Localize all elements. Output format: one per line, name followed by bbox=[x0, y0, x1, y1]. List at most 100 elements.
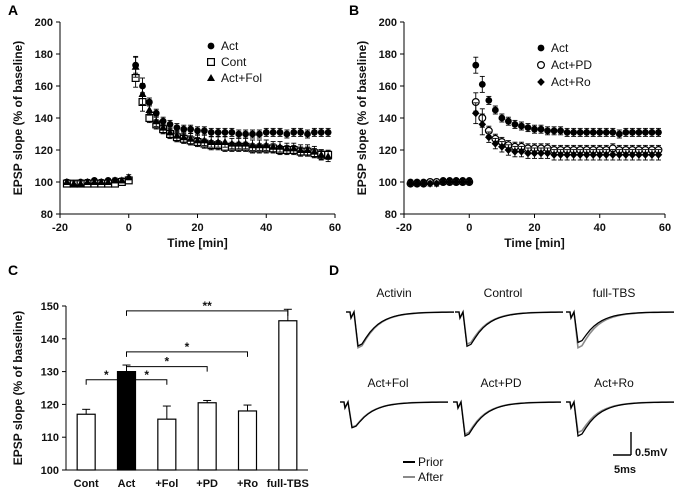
trace-label: Act+Ro bbox=[594, 376, 634, 390]
data-point-act-fol bbox=[221, 138, 229, 145]
scale-bar-amplitude: 0.5mV bbox=[635, 447, 668, 459]
data-point-act-ro bbox=[609, 150, 617, 159]
legend-marker bbox=[537, 78, 545, 86]
data-point-act-ro bbox=[569, 150, 578, 159]
category-label: +Ro bbox=[237, 478, 258, 490]
x-tick-label: 40 bbox=[594, 222, 606, 234]
data-point-act bbox=[310, 129, 318, 136]
trace-prior-line bbox=[566, 309, 674, 344]
data-point-act-ro bbox=[485, 133, 493, 142]
data-point-act-fol bbox=[296, 146, 305, 153]
y-tick-label: 160 bbox=[379, 81, 397, 93]
significance-bracket bbox=[126, 366, 208, 372]
category-label: +PD bbox=[196, 478, 218, 490]
y-tick-label: 100 bbox=[379, 177, 397, 189]
data-point-act-fol bbox=[90, 178, 99, 185]
data-point-act bbox=[221, 129, 229, 136]
x-tick-label: 60 bbox=[659, 222, 671, 234]
panel-b-chart: 80 100 120 140 160 180 200 -20 0 20 40 60 Time [min]… bbox=[355, 17, 671, 250]
trace-label: Activin bbox=[376, 286, 411, 300]
data-point-act bbox=[478, 81, 486, 88]
data-point-act-ro bbox=[471, 109, 480, 118]
data-point-act-ro bbox=[635, 150, 643, 159]
legend-marker bbox=[536, 60, 545, 69]
data-point-act-ro bbox=[432, 179, 441, 188]
data-point-act-fol bbox=[289, 144, 298, 152]
y-tick-label: 180 bbox=[35, 49, 53, 61]
data-point-act-fol bbox=[166, 128, 174, 136]
bar-ro bbox=[237, 410, 258, 471]
data-point-act-ro bbox=[419, 179, 428, 188]
data-point-act-ro bbox=[543, 149, 552, 158]
data-point-act bbox=[152, 109, 160, 117]
significance-bracket bbox=[126, 351, 248, 357]
data-point-act-ro bbox=[563, 150, 571, 159]
data-point-act bbox=[324, 129, 332, 136]
data-point-act bbox=[297, 129, 305, 136]
data-point-act-ro bbox=[452, 178, 460, 186]
data-point-act bbox=[283, 130, 291, 138]
data-point-act-fol bbox=[172, 131, 181, 139]
significance-label: * bbox=[144, 368, 149, 382]
x-tick-label: -20 bbox=[52, 222, 68, 234]
data-point-act bbox=[518, 122, 525, 130]
legend-label: Act bbox=[221, 39, 239, 53]
legend-marker bbox=[207, 42, 215, 50]
data-point-act-fol bbox=[276, 142, 284, 150]
bar-act bbox=[116, 371, 137, 471]
y-tick-label: 200 bbox=[35, 17, 53, 29]
category-label: +Fol bbox=[155, 478, 178, 490]
data-point-act bbox=[159, 117, 167, 125]
data-point-act bbox=[235, 130, 243, 138]
legend-label: Act+Ro bbox=[551, 75, 591, 89]
data-point-act-ro bbox=[648, 150, 656, 159]
data-point-act bbox=[145, 98, 153, 106]
y-tick-label: 80 bbox=[41, 209, 53, 221]
data-point-act bbox=[187, 125, 195, 133]
data-point-act bbox=[583, 129, 591, 136]
y-axis-title: EPSP slope (% of baseline) bbox=[11, 311, 25, 466]
data-point-act-fol bbox=[179, 133, 188, 141]
data-point-act bbox=[269, 129, 277, 136]
data-point-act-fol bbox=[269, 142, 278, 150]
category-label: Act bbox=[118, 478, 136, 490]
data-point-act bbox=[166, 121, 174, 128]
x-axis-title: Time [min] bbox=[504, 236, 564, 250]
data-point-act-ro bbox=[406, 179, 415, 188]
legend-marker bbox=[207, 74, 215, 81]
trace-after-line bbox=[346, 309, 454, 350]
trace-label: Act+Fol bbox=[367, 376, 408, 390]
y-tick-label: 140 bbox=[379, 113, 397, 125]
legend-label-after: After bbox=[418, 470, 443, 484]
data-point-act-fol bbox=[227, 139, 236, 147]
bar-cont bbox=[76, 413, 96, 471]
significance-label: * bbox=[185, 340, 190, 354]
data-point-act bbox=[194, 127, 201, 135]
trace-after-line bbox=[340, 399, 448, 429]
data-point-act-fol bbox=[83, 178, 92, 185]
y-tick-label: 110 bbox=[41, 432, 59, 444]
data-point-act bbox=[505, 117, 512, 125]
data-point-act-fol bbox=[104, 178, 113, 185]
data-point-act-fol bbox=[282, 144, 291, 152]
y-tick-label: 100 bbox=[41, 465, 59, 477]
data-point-act-ro bbox=[504, 146, 513, 154]
bar-fulltbs bbox=[278, 320, 298, 471]
data-point-act-ro bbox=[530, 149, 539, 158]
legend-label: Cont bbox=[221, 55, 247, 69]
data-point-act-ro bbox=[628, 150, 637, 159]
trace-after-line bbox=[566, 309, 674, 350]
y-tick-label: 120 bbox=[41, 399, 59, 411]
data-point-act-ro bbox=[654, 150, 663, 159]
data-point-act bbox=[511, 121, 519, 128]
panel-d-traces: Activin Control full-TBS Act+Fol Act+PD Act+R… bbox=[340, 286, 674, 484]
data-point-act bbox=[648, 129, 656, 136]
data-point-act bbox=[563, 129, 571, 136]
category-label: Cont bbox=[74, 478, 99, 490]
data-point-act-ro bbox=[478, 120, 487, 129]
panel-c-chart: 100 110 120 130 140 150 EPSP slope (% of basel… bbox=[11, 299, 309, 490]
x-tick-label: 20 bbox=[191, 222, 203, 234]
data-point-act-fol bbox=[248, 141, 257, 149]
data-point-act bbox=[609, 129, 617, 136]
data-point-act-fol bbox=[111, 176, 119, 184]
